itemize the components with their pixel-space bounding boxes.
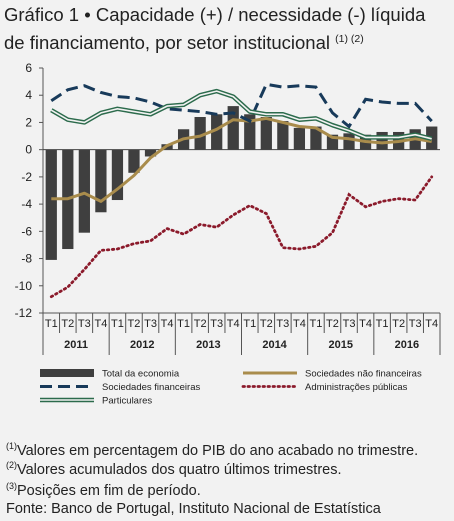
bar [227,106,239,150]
bar [326,134,339,150]
x-tick-label: T2 [128,318,141,330]
x-tick-label: T4 [425,318,438,330]
x-tick-label: T2 [326,318,339,330]
series-line-administracoes-publicas [49,175,434,299]
x-year-label: 2011 [64,339,88,351]
bar [260,117,272,150]
series-line-sociedades-financeiras [50,82,433,129]
x-year-label: 2015 [329,339,353,351]
x-tick-label: T4 [293,318,306,330]
source-note: Fonte: Banco de Portugal, Instituto Naci… [6,501,381,517]
footnote-1: (1)Valores em percentagem do PIB do ano … [6,441,418,459]
footnote-2-text: Valores acumulados dos quatro últimos tr… [17,461,342,478]
figure-title: Gráfico 1 • Capacidade (+) / necessidade… [4,2,450,55]
x-tick-label: T2 [260,318,273,330]
bar [343,133,355,150]
x-tick-label: T1 [310,318,323,330]
x-tick-label: T1 [45,318,58,330]
x-tick-label: T1 [177,318,190,330]
bar [78,149,90,233]
footnote-2-marker: (2) [6,460,17,470]
x-year-label: 2012 [130,339,154,351]
bar [244,114,256,150]
bar [144,149,157,157]
y-tick-label: 0 [25,143,32,157]
x-tick-label: T1 [376,318,389,330]
x-tick-label: T2 [194,318,207,330]
legend-label: Particulares [102,396,152,407]
footnote-3-text: Posições em fim de período. [17,482,201,499]
bar [376,131,388,150]
legend-label: Sociedades financeiras [102,382,200,393]
legend-swatch-bar [40,369,94,377]
title-bullet: • [84,4,91,25]
x-year-label: 2016 [395,339,419,351]
y-tick-label: -2 [21,170,32,184]
series-line-sociedades-nao-financeiras [51,116,432,203]
y-tick-label: -12 [15,306,33,320]
bar [293,127,306,150]
bar [277,121,289,150]
x-tick-label: T4 [359,318,372,330]
footnote-3: (3)Posições em fim de período. [6,481,201,499]
bar [310,126,322,150]
y-tick-label: 6 [25,61,32,75]
bar [211,114,223,150]
bar [194,117,206,150]
x-year-label: 2014 [262,339,287,351]
x-tick-label: T4 [227,318,240,330]
x-tick-label: T3 [144,318,157,330]
series-line-particulares-inner [50,90,432,140]
legend-label: Total da economia [102,369,180,380]
x-tick-label: T3 [210,318,223,330]
x-tick-label: T4 [161,318,174,330]
bar [111,149,124,201]
x-tick-label: T1 [243,318,256,330]
bar [95,149,107,213]
x-tick-label: T3 [276,318,289,330]
x-tick-label: T4 [94,318,107,330]
footnote-1-text: Valores em percentagem do PIB do ano aca… [17,442,419,459]
y-tick-label: -6 [21,224,32,238]
bar [45,149,57,260]
x-tick-label: T2 [392,318,405,330]
bar [128,149,140,173]
x-tick-label: T1 [111,318,124,330]
footnote-2: (2)Valores acumulados dos quatro últimos… [6,460,342,478]
x-year-label: 2013 [196,339,220,351]
x-tick-label: T3 [343,318,356,330]
footnote-3-marker: (3) [6,481,17,491]
y-tick-label: -8 [21,252,32,266]
x-tick-label: T2 [61,318,74,330]
legend-label: Administrações públicas [305,382,408,393]
y-tick-label: -4 [21,197,32,211]
y-tick-label: -10 [15,279,33,293]
series-line-particulares [50,88,433,141]
legend-label: Sociedades não financeiras [305,369,422,380]
y-tick-label: 4 [25,88,32,102]
title-text: Capacidade (+) / necessidade (-) líquida… [4,4,426,54]
figure-label: Gráfico 1 [4,4,80,25]
footnote-1-marker: (1) [6,441,17,451]
y-tick-label: 2 [25,115,32,129]
title-superscript: (1) (2) [335,33,364,45]
x-tick-label: T3 [409,318,422,330]
x-tick-label: T3 [78,318,91,330]
